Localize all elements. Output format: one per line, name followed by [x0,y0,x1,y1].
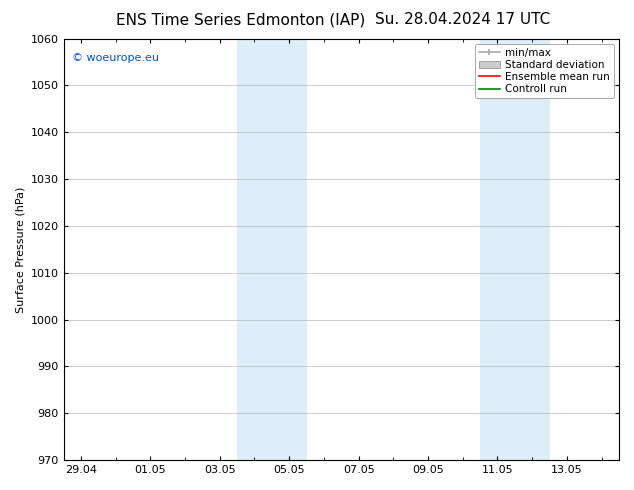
Bar [237,39,307,460]
Text: ENS Time Series Edmonton (IAP): ENS Time Series Edmonton (IAP) [116,12,366,27]
Legend: min/max, Standard deviation, Ensemble mean run, Controll run: min/max, Standard deviation, Ensemble me… [475,44,614,98]
Bar [480,39,550,460]
Text: © woeurope.eu: © woeurope.eu [72,53,159,63]
Y-axis label: Surface Pressure (hPa): Surface Pressure (hPa) [15,186,25,313]
Text: Su. 28.04.2024 17 UTC: Su. 28.04.2024 17 UTC [375,12,550,27]
